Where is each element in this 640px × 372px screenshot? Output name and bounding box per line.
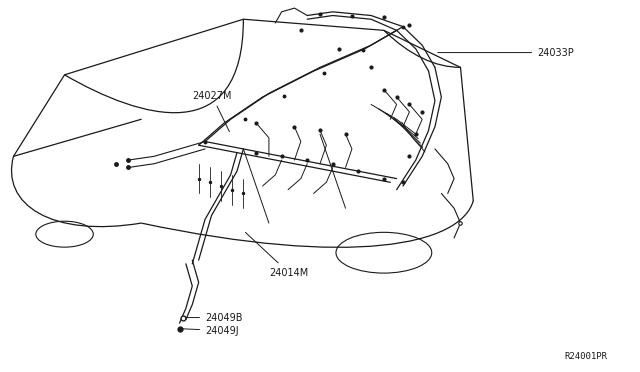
Text: 24049B: 24049B (186, 312, 243, 323)
Text: 24049J: 24049J (182, 326, 239, 336)
Text: 24014M: 24014M (245, 232, 308, 278)
Text: 24027M: 24027M (192, 91, 232, 132)
Text: 24033P: 24033P (438, 48, 574, 58)
Text: R24001PR: R24001PR (564, 352, 607, 361)
